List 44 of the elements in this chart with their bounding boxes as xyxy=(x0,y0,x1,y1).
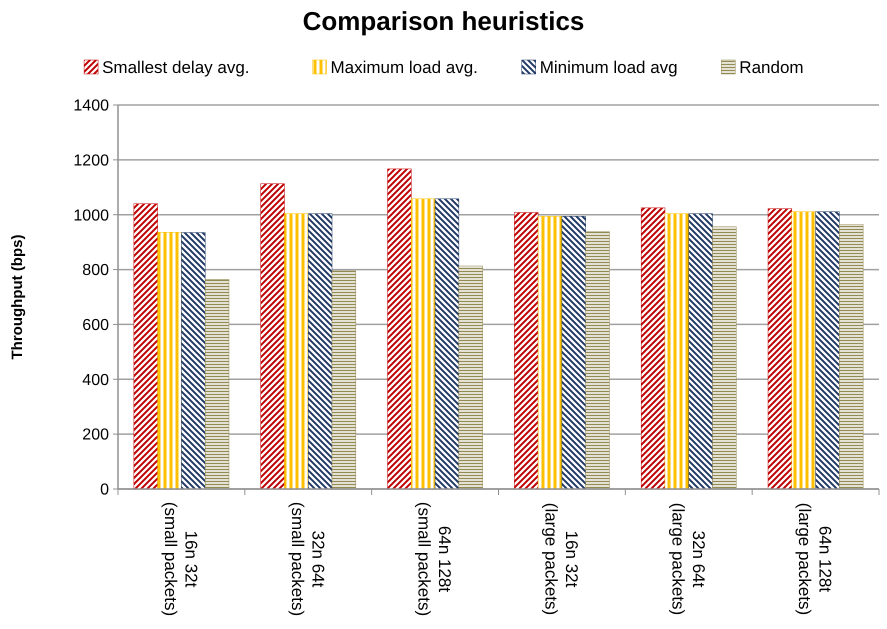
y-axis-title: Throughput (bps) xyxy=(9,234,26,360)
bar xyxy=(434,198,460,490)
bar xyxy=(815,211,840,490)
x-tick-label: 32n 64t (large packets) xyxy=(668,502,708,616)
y-tick-label: 0 xyxy=(100,482,110,499)
bar xyxy=(768,208,792,490)
chart-title: Comparison heuristics xyxy=(302,6,584,36)
bar xyxy=(640,208,666,490)
bar xyxy=(260,183,285,490)
bar xyxy=(387,168,412,490)
bar xyxy=(562,216,586,490)
legend-label: Minimum load avg xyxy=(540,58,678,77)
y-tick-label: 600 xyxy=(82,317,110,334)
bar xyxy=(458,266,483,490)
bar xyxy=(284,213,308,490)
bar xyxy=(181,232,206,490)
y-tick-label: 400 xyxy=(82,372,110,389)
bar xyxy=(332,270,356,490)
legend-label: Random xyxy=(739,58,804,77)
bar xyxy=(308,213,332,490)
bar xyxy=(538,216,562,490)
x-tick-label: 16n 32t (small packets) xyxy=(161,502,200,616)
bar xyxy=(688,213,713,490)
y-tick-label: 1200 xyxy=(73,152,110,170)
x-tick-label: 32n 64t (small packets) xyxy=(288,502,328,616)
bar xyxy=(664,213,689,490)
y-tick-label: 1000 xyxy=(73,207,110,224)
bar xyxy=(514,212,538,490)
x-tick-label: 64n 128t (small packets) xyxy=(414,502,454,616)
bar xyxy=(839,224,864,490)
y-tick-label: 1400 xyxy=(73,98,110,115)
bar xyxy=(157,232,182,490)
bar xyxy=(585,231,610,490)
bar xyxy=(134,203,158,490)
y-tick-label: 200 xyxy=(82,426,110,444)
x-tick-label: 64n 128t (large packets) xyxy=(795,502,835,616)
bar xyxy=(712,226,737,490)
y-tick-label: 800 xyxy=(82,262,110,280)
x-tick-label: 16n 32t (large packets) xyxy=(542,502,581,616)
legend-label: Smallest delay avg. xyxy=(102,58,250,77)
bar xyxy=(792,211,816,490)
bar xyxy=(204,279,230,490)
bar xyxy=(411,198,436,490)
legend-label: Maximum load avg. xyxy=(330,58,478,77)
